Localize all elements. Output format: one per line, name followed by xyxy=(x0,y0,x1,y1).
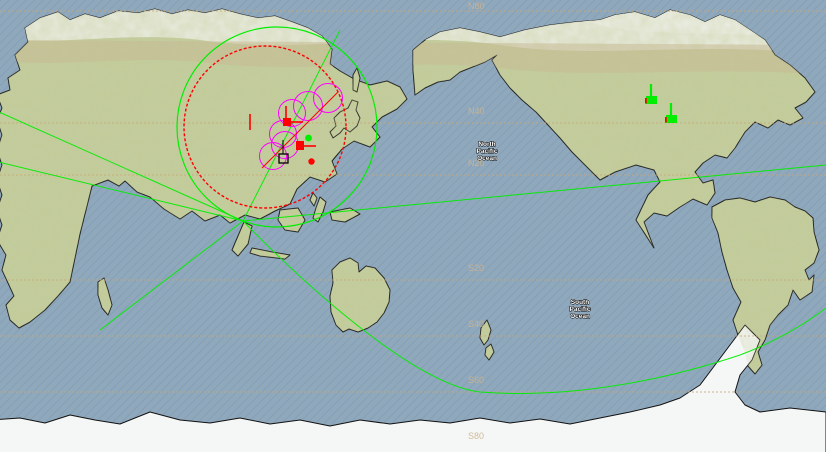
svg-text:North: North xyxy=(478,141,495,148)
svg-text:S40: S40 xyxy=(468,319,484,329)
svg-text:N40: N40 xyxy=(468,106,485,116)
svg-text:South: South xyxy=(571,299,589,306)
svg-text:N80: N80 xyxy=(468,1,485,11)
svg-text:Pacific: Pacific xyxy=(570,306,591,313)
svg-text:S20: S20 xyxy=(468,263,484,273)
svg-text:S60: S60 xyxy=(468,375,484,385)
svg-text:Ocean: Ocean xyxy=(477,155,497,162)
svg-text:S80: S80 xyxy=(468,431,484,441)
svg-text:Ocean: Ocean xyxy=(570,313,590,320)
svg-text:Pacific: Pacific xyxy=(477,148,498,155)
